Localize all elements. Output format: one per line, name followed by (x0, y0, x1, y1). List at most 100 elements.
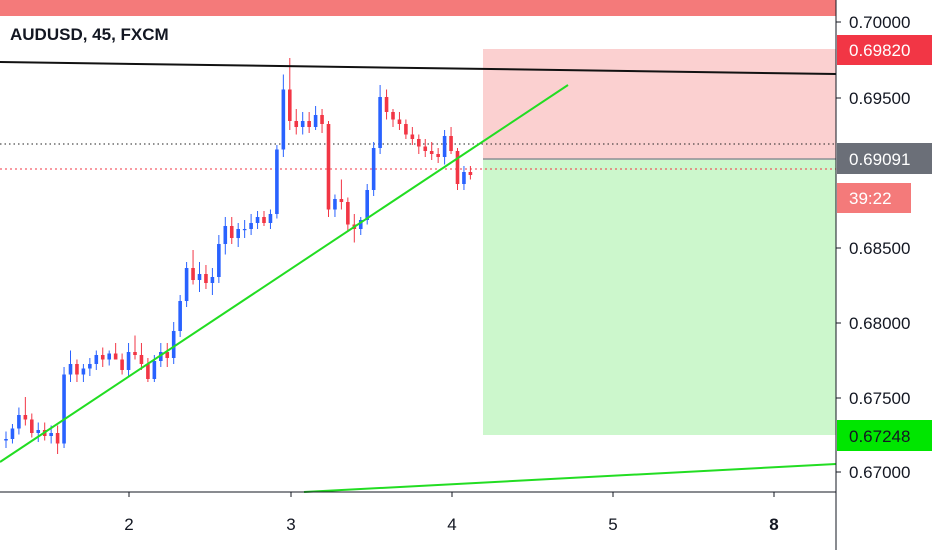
candle-up[interactable] (281, 89, 286, 150)
stop-loss-tag[interactable]: 0.69820 (837, 35, 932, 65)
take-profit-price: 0.67248 (849, 427, 910, 446)
candle-up[interactable] (210, 277, 215, 283)
x-tick-label: 5 (608, 515, 617, 534)
candle-up[interactable] (371, 148, 376, 190)
candle-up[interactable] (333, 199, 337, 210)
bar-countdown: 39:22 (849, 189, 892, 208)
candle-down[interactable] (30, 419, 34, 434)
candle-up[interactable] (49, 433, 53, 436)
candle-down[interactable] (346, 202, 350, 225)
candle-down[interactable] (288, 89, 292, 122)
candle-up[interactable] (81, 368, 86, 375)
candle-down[interactable] (455, 151, 460, 184)
x-axis-ticks: 2 3 4 5 8 (124, 492, 779, 534)
candle-up[interactable] (107, 353, 111, 360)
candle-up[interactable] (242, 229, 247, 231)
x-tick-label: 8 (769, 515, 778, 534)
candle-up[interactable] (126, 352, 131, 370)
candle-down[interactable] (391, 112, 395, 120)
candle-up[interactable] (178, 301, 182, 331)
top-banner (0, 0, 836, 16)
candle-up[interactable] (462, 172, 466, 184)
candle-up[interactable] (217, 244, 221, 277)
candle-down[interactable] (191, 268, 195, 280)
candle-down[interactable] (307, 121, 311, 127)
candle-up[interactable] (255, 217, 260, 223)
candle-down[interactable] (294, 121, 299, 127)
lower-trendline[interactable] (303, 463, 837, 493)
candle-up[interactable] (365, 190, 369, 220)
candle-down[interactable] (397, 119, 402, 125)
stop-loss-price: 0.69820 (849, 41, 910, 60)
candle-up[interactable] (152, 361, 157, 379)
candle-down[interactable] (120, 359, 124, 371)
candle-down[interactable] (100, 355, 105, 360)
x-tick-label: 4 (447, 515, 456, 534)
y-tick-label: 0.67000 (849, 463, 910, 482)
candle-up[interactable] (62, 374, 66, 444)
candle-up[interactable] (159, 352, 163, 361)
candle-up[interactable] (300, 121, 305, 127)
candle-down[interactable] (133, 352, 137, 355)
candle-down[interactable] (262, 217, 266, 223)
y-tick-label: 0.68000 (849, 314, 910, 333)
candle-down[interactable] (326, 124, 331, 210)
candle-up[interactable] (236, 229, 240, 238)
candle-down[interactable] (55, 433, 60, 444)
current-price: 0.69091 (849, 150, 910, 169)
candle-down[interactable] (320, 115, 324, 124)
candle-up[interactable] (10, 428, 15, 440)
y-tick-label: 0.70000 (849, 13, 910, 32)
take-profit-zone[interactable] (483, 159, 836, 435)
candle-down[interactable] (449, 136, 453, 151)
candle-down[interactable] (423, 146, 428, 152)
y-tick-label: 0.67500 (849, 389, 910, 408)
candle-up[interactable] (197, 274, 202, 280)
candle-down[interactable] (436, 154, 440, 157)
candle-up[interactable] (4, 439, 8, 441)
candle-down[interactable] (417, 139, 421, 147)
y-tick-label: 0.68500 (849, 239, 910, 258)
candlestick-series (4, 58, 473, 454)
take-profit-tag[interactable]: 0.67248 (837, 420, 932, 451)
candle-down[interactable] (113, 353, 118, 360)
candle-up[interactable] (36, 430, 41, 433)
candle-up[interactable] (268, 214, 273, 223)
candle-down[interactable] (384, 97, 389, 112)
candle-up[interactable] (358, 220, 363, 229)
candle-up[interactable] (378, 97, 382, 148)
countdown-tag: 39:22 (837, 183, 911, 213)
candle-up[interactable] (249, 223, 253, 229)
candle-down[interactable] (204, 274, 208, 283)
candle-up[interactable] (275, 149, 279, 215)
candle-down[interactable] (75, 364, 79, 375)
y-axis-ticks: 0.70000 0.69500 0.68500 0.68000 0.67500 … (836, 13, 910, 482)
candle-down[interactable] (404, 124, 408, 135)
candle-up[interactable] (17, 415, 21, 429)
candle-down[interactable] (165, 352, 170, 358)
candle-down[interactable] (139, 355, 144, 364)
candle-down[interactable] (229, 226, 234, 238)
candle-up[interactable] (442, 136, 447, 157)
candle-up[interactable] (88, 364, 92, 369)
price-axis-panel[interactable] (837, 0, 932, 550)
x-tick-label: 2 (124, 515, 133, 534)
candle-down[interactable] (410, 134, 415, 140)
candle-up[interactable] (184, 268, 189, 301)
stop-loss-zone[interactable] (483, 49, 836, 159)
candle-up[interactable] (313, 115, 318, 127)
candle-down[interactable] (468, 172, 473, 175)
candle-up[interactable] (171, 331, 176, 358)
candle-down[interactable] (339, 199, 344, 202)
candle-up[interactable] (68, 364, 73, 375)
resistance-trendline[interactable] (0, 61, 837, 75)
candle-up[interactable] (223, 226, 228, 244)
support-trendline[interactable] (0, 84, 569, 463)
current-price-tag[interactable]: 0.69091 (837, 143, 932, 174)
candle-down[interactable] (146, 364, 150, 379)
candle-up[interactable] (94, 355, 99, 364)
candle-down[interactable] (429, 151, 434, 154)
candle-down[interactable] (23, 415, 28, 420)
y-tick-label: 0.69500 (849, 89, 910, 108)
